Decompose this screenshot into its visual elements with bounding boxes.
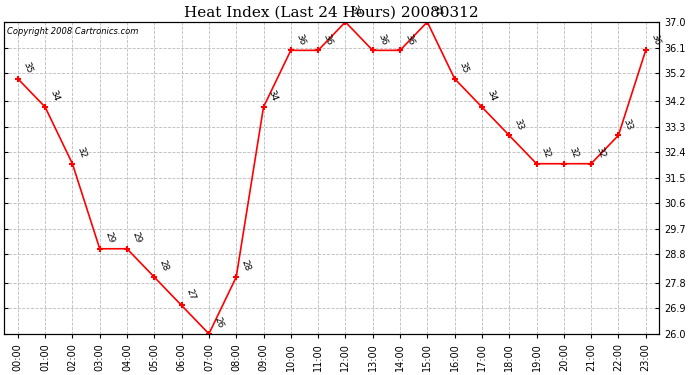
Text: 32: 32 xyxy=(594,146,607,159)
Text: 27: 27 xyxy=(185,288,197,301)
Text: 36: 36 xyxy=(294,32,306,46)
Text: 32: 32 xyxy=(567,146,580,159)
Text: 29: 29 xyxy=(130,231,143,244)
Text: 36: 36 xyxy=(649,32,661,46)
Text: 34: 34 xyxy=(485,89,497,103)
Text: 37: 37 xyxy=(348,4,361,18)
Text: 29: 29 xyxy=(103,231,115,244)
Title: Heat Index (Last 24 Hours) 20080312: Heat Index (Last 24 Hours) 20080312 xyxy=(184,5,479,20)
Text: 36: 36 xyxy=(322,32,334,46)
Text: 26: 26 xyxy=(213,316,224,330)
Text: 36: 36 xyxy=(403,32,415,46)
Text: 37: 37 xyxy=(431,4,443,18)
Text: 35: 35 xyxy=(458,60,471,74)
Text: 28: 28 xyxy=(239,259,252,273)
Text: 35: 35 xyxy=(21,60,34,74)
Text: 32: 32 xyxy=(76,146,88,159)
Text: 32: 32 xyxy=(540,146,552,159)
Text: 34: 34 xyxy=(267,89,279,103)
Text: 28: 28 xyxy=(157,259,170,273)
Text: 33: 33 xyxy=(513,117,525,131)
Text: 33: 33 xyxy=(622,117,634,131)
Text: Copyright 2008 Cartronics.com: Copyright 2008 Cartronics.com xyxy=(8,27,139,36)
Text: 34: 34 xyxy=(48,89,61,103)
Text: 36: 36 xyxy=(376,32,388,46)
